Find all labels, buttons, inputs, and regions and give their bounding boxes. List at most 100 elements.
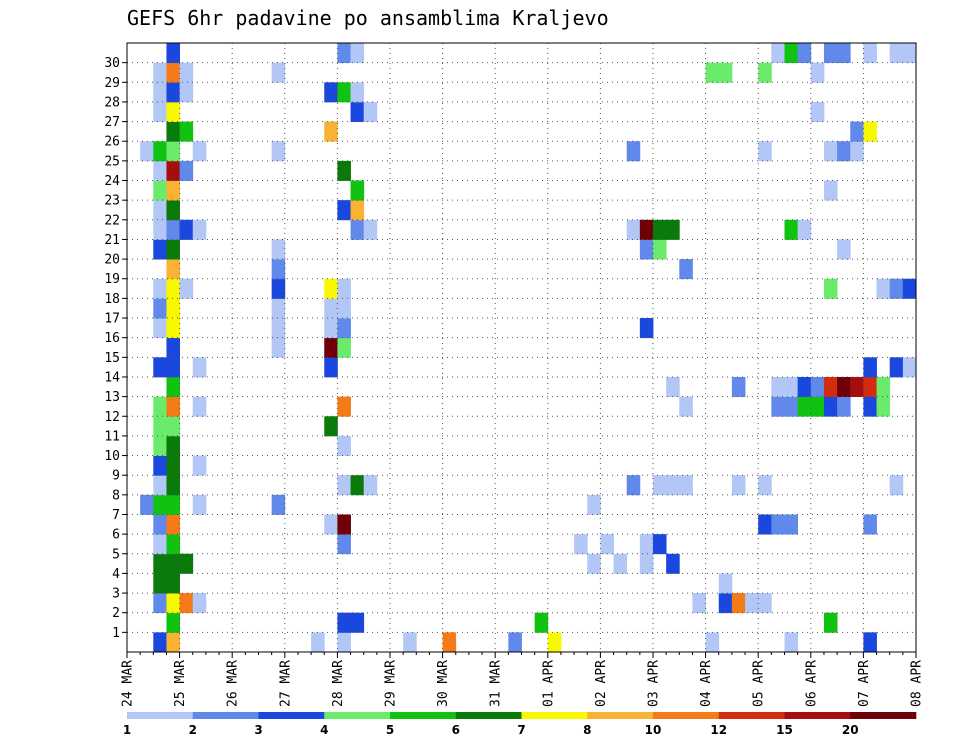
heatmap-cell <box>758 141 772 162</box>
heatmap-cell <box>153 219 167 240</box>
heatmap-cell <box>324 298 338 319</box>
y-tick-label: 4 <box>112 567 120 582</box>
heatmap-cell <box>889 278 904 299</box>
colorbar-label: 12 <box>710 723 727 737</box>
heatmap-cell <box>876 278 891 299</box>
heatmap-cell <box>350 612 365 633</box>
heatmap-cell <box>271 239 286 260</box>
heatmap-cell <box>337 337 351 358</box>
heatmap-cell <box>363 219 378 240</box>
heatmap-cell <box>179 278 194 299</box>
colorbar-label: 15 <box>776 723 793 737</box>
heatmap-cell <box>837 376 851 398</box>
heatmap-cell <box>166 435 180 456</box>
heatmap-cell <box>850 376 864 398</box>
heatmap-cell <box>166 553 180 574</box>
y-tick-label: 17 <box>104 312 120 327</box>
heatmap-cell <box>705 62 720 83</box>
heatmap-cell <box>271 259 286 280</box>
y-tick-label: 5 <box>112 547 120 562</box>
y-tick-label: 22 <box>104 213 120 228</box>
heatmap-cell <box>324 82 338 103</box>
heatmap-cell <box>784 376 799 398</box>
heatmap-cell <box>179 160 194 181</box>
heatmap-cell <box>823 396 838 417</box>
gridlines <box>127 43 916 652</box>
heatmap-cell <box>363 475 378 496</box>
x-tick-label: 24 MAR <box>121 660 136 707</box>
heatmap-cell <box>166 298 180 319</box>
heatmap-cell <box>166 219 180 240</box>
heatmap-cell <box>153 141 167 162</box>
heatmap-cell <box>166 318 180 339</box>
heatmap-cell <box>718 573 733 594</box>
heatmap-cell <box>810 396 825 417</box>
heatmap-cell <box>337 160 351 181</box>
heatmap-cell <box>166 278 180 299</box>
heatmap-cell <box>153 593 167 614</box>
heatmap-cell <box>153 160 167 181</box>
heatmap-cell <box>179 62 194 83</box>
y-tick-label: 18 <box>104 292 120 307</box>
heatmap-cell <box>666 219 680 240</box>
heatmap-cell <box>350 180 365 201</box>
y-tick-label: 12 <box>104 410 120 425</box>
heatmap-cell <box>324 278 338 299</box>
heatmap-cell <box>153 514 167 535</box>
y-tick-label: 15 <box>104 351 120 366</box>
y-tick-label: 7 <box>112 508 120 523</box>
x-axis: 24 MAR 25 MAR 26 MAR 27 MAR 28 MAR 29 MAR 30 M… <box>121 652 925 707</box>
heatmap-cell <box>784 514 799 535</box>
heatmap-cell <box>547 632 562 653</box>
heatmap-cell <box>166 337 180 358</box>
heatmap-cell <box>324 357 338 378</box>
colorbar-segment <box>258 712 325 719</box>
heatmap-cell <box>902 357 917 378</box>
heatmap-cell <box>192 396 207 417</box>
heatmap-cell <box>153 200 167 221</box>
heatmap-cell <box>166 573 180 594</box>
heatmap-cell <box>166 121 180 142</box>
heatmap-cell <box>166 632 180 653</box>
heatmap-cell <box>718 593 733 614</box>
colorbar-segment <box>324 712 391 719</box>
heatmap-cell <box>350 43 365 64</box>
heatmap-cell <box>837 239 851 260</box>
heatmap-cell <box>889 43 904 64</box>
heatmap-cell <box>271 141 286 162</box>
heatmap-cell <box>166 357 180 378</box>
heatmap-cell <box>153 573 167 594</box>
heatmap-cell <box>337 298 351 319</box>
heatmap-cell <box>600 534 614 555</box>
heatmap-cell <box>863 396 877 417</box>
y-tick-label: 14 <box>104 370 120 385</box>
heatmap-cell <box>153 416 167 437</box>
heatmap-cell <box>166 259 180 280</box>
heatmap-cell <box>166 455 180 476</box>
heatmap-cell <box>731 376 746 398</box>
y-tick-label: 3 <box>112 587 120 602</box>
x-tick-label: 05 APR <box>752 660 767 707</box>
heatmap-cell <box>179 121 194 142</box>
heatmap-cell <box>639 219 654 240</box>
y-tick-label: 2 <box>112 606 120 621</box>
heatmap-cell <box>837 43 851 64</box>
colorbar-label: 20 <box>842 723 859 737</box>
heatmap-cell <box>337 200 351 221</box>
heatmap-cell <box>784 43 799 64</box>
heatmap-cell <box>653 219 667 240</box>
heatmap-cell <box>718 62 733 83</box>
heatmap-cell <box>823 612 838 633</box>
heatmap-cell <box>153 82 167 103</box>
colorbar: 1 2 3 4 5 6 7 8 10 12 15 20 <box>123 712 917 737</box>
heatmap-cell <box>639 534 654 555</box>
heatmap-cell <box>153 553 167 574</box>
y-tick-label: 13 <box>104 390 120 405</box>
heatmap-cell <box>153 396 167 417</box>
heatmap-cell <box>758 593 772 614</box>
colorbar-segment <box>521 712 588 719</box>
heatmap-cell <box>153 318 167 339</box>
heatmap-cell <box>337 82 351 103</box>
x-tick-label: 31 MAR <box>489 660 504 707</box>
heatmap-cell <box>153 239 167 260</box>
